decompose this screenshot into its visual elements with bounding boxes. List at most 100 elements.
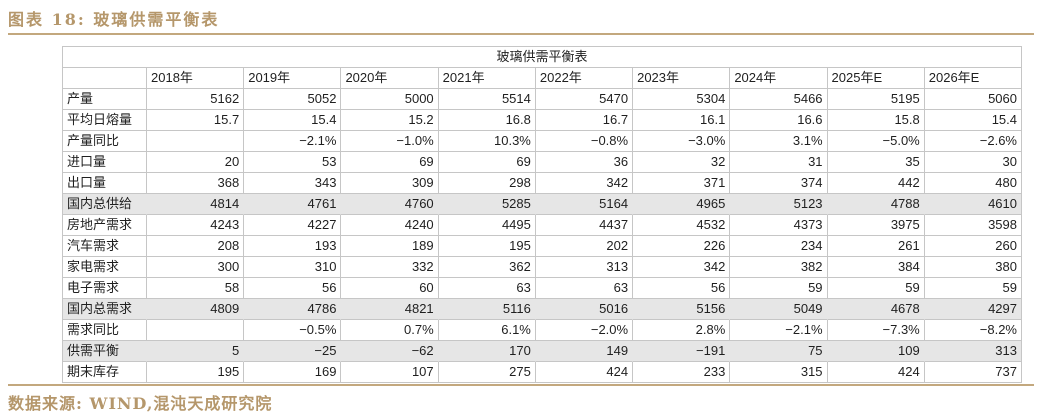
year-header: 2024年 <box>730 68 828 89</box>
value-cell: 362 <box>438 257 536 278</box>
year-header-row: 2018年 2019年 2020年 2021年 2022年 2023年 2024年 2025年… <box>63 68 1022 89</box>
row-label: 期末库存 <box>63 362 147 383</box>
title-rule <box>8 33 1034 35</box>
value-cell: 149 <box>535 341 634 362</box>
value-cell: 309 <box>341 173 439 194</box>
value-cell: −7.3% <box>827 320 925 341</box>
row-label: 电子需求 <box>63 278 147 299</box>
supply-demand-table: 玻璃供需平衡表 2018年 2019年 2020年 2021年 2022年 2023年 20… <box>62 46 1022 383</box>
value-cell: 4532 <box>633 215 731 236</box>
row-label: 需求同比 <box>63 320 147 341</box>
value-cell: 15.4 <box>924 110 1022 131</box>
value-cell: −8.2% <box>924 320 1022 341</box>
value-cell: 16.6 <box>730 110 828 131</box>
value-cell: 233 <box>633 362 731 383</box>
value-cell: 208 <box>147 236 245 257</box>
value-cell: 298 <box>438 173 536 194</box>
value-cell: 16.1 <box>633 110 731 131</box>
value-cell: 310 <box>244 257 342 278</box>
table-row: 供需平衡 5 −25 −62 170 149 −191 75 109 313 <box>63 341 1022 362</box>
value-cell: 4297 <box>924 299 1022 320</box>
footer-rule <box>8 384 1034 386</box>
table-row: 国内总供给 4814 4761 4760 5285 5164 4965 5123 4788 461… <box>63 194 1022 215</box>
value-cell: 4373 <box>730 215 828 236</box>
year-header: 2025年E <box>827 68 925 89</box>
value-cell: 69 <box>438 152 536 173</box>
value-cell: −62 <box>341 341 439 362</box>
value-cell: 15.2 <box>341 110 439 131</box>
value-cell: 480 <box>924 173 1022 194</box>
value-cell: 5195 <box>827 89 925 110</box>
value-cell <box>147 131 245 152</box>
value-cell: 4788 <box>827 194 925 215</box>
value-cell: 16.7 <box>535 110 634 131</box>
value-cell <box>147 320 245 341</box>
value-cell: 59 <box>827 278 925 299</box>
value-cell: 5052 <box>244 89 342 110</box>
value-cell: 32 <box>633 152 731 173</box>
value-cell: −5.0% <box>827 131 925 152</box>
table-row: 产量 5162 5052 5000 5514 5470 5304 5466 5195 5060 <box>63 89 1022 110</box>
year-header: 2021年 <box>438 68 536 89</box>
value-cell: 5123 <box>730 194 828 215</box>
row-label: 房地产需求 <box>63 215 147 236</box>
value-cell: 234 <box>730 236 828 257</box>
value-cell: 342 <box>633 257 731 278</box>
value-cell: 170 <box>438 341 536 362</box>
row-label: 汽车需求 <box>63 236 147 257</box>
value-cell: 5049 <box>730 299 828 320</box>
table-row: 汽车需求 208 193 189 195 202 226 234 261 260 <box>63 236 1022 257</box>
value-cell: 3.1% <box>730 131 828 152</box>
value-cell: 342 <box>535 173 634 194</box>
year-header: 2026年E <box>924 68 1022 89</box>
table-caption: 玻璃供需平衡表 <box>63 47 1022 68</box>
value-cell: −2.1% <box>730 320 828 341</box>
value-cell: 4678 <box>827 299 925 320</box>
value-cell: 424 <box>827 362 925 383</box>
value-cell: 69 <box>341 152 439 173</box>
value-cell: 315 <box>730 362 828 383</box>
value-cell: 4965 <box>633 194 731 215</box>
value-cell: 75 <box>730 341 828 362</box>
table-container: 玻璃供需平衡表 2018年 2019年 2020年 2021年 2022年 2023年 20… <box>62 46 1022 383</box>
value-cell: 15.7 <box>147 110 245 131</box>
value-cell: −3.0% <box>633 131 731 152</box>
table-row: 国内总需求 4809 4786 4821 5116 5016 5156 5049 4678 429… <box>63 299 1022 320</box>
figure-title: 图表 18: 玻璃供需平衡表 <box>8 10 220 29</box>
value-cell: 20 <box>147 152 245 173</box>
value-cell: 380 <box>924 257 1022 278</box>
value-cell: 300 <box>147 257 245 278</box>
row-label: 国内总供给 <box>63 194 147 215</box>
value-cell: −25 <box>244 341 342 362</box>
value-cell: −0.8% <box>535 131 634 152</box>
value-cell: 4786 <box>244 299 342 320</box>
table-row: 家电需求 300 310 332 362 313 342 382 384 380 <box>63 257 1022 278</box>
value-cell: 5 <box>147 341 245 362</box>
value-cell: 374 <box>730 173 828 194</box>
value-cell: 737 <box>924 362 1022 383</box>
value-cell: 260 <box>924 236 1022 257</box>
value-cell: 193 <box>244 236 342 257</box>
value-cell: −1.0% <box>341 131 439 152</box>
value-cell: 5016 <box>535 299 634 320</box>
value-cell: 5466 <box>730 89 828 110</box>
year-header: 2020年 <box>341 68 439 89</box>
row-label: 产量 <box>63 89 147 110</box>
value-cell: 343 <box>244 173 342 194</box>
value-cell: 109 <box>827 341 925 362</box>
table-row: 电子需求 58 56 60 63 63 56 59 59 59 <box>63 278 1022 299</box>
value-cell: 4814 <box>147 194 245 215</box>
value-cell: −2.0% <box>535 320 634 341</box>
value-cell: 5285 <box>438 194 536 215</box>
value-cell: 313 <box>535 257 634 278</box>
value-cell: 424 <box>535 362 634 383</box>
table-row: 需求同比 −0.5% 0.7% 6.1% −2.0% 2.8% −2.1% −7.3% −8.2… <box>63 320 1022 341</box>
value-cell: 5116 <box>438 299 536 320</box>
value-cell: 4437 <box>535 215 634 236</box>
value-cell: 10.3% <box>438 131 536 152</box>
row-label: 平均日熔量 <box>63 110 147 131</box>
value-cell: 4243 <box>147 215 245 236</box>
row-label: 产量同比 <box>63 131 147 152</box>
value-cell: −2.1% <box>244 131 342 152</box>
value-cell: 5156 <box>633 299 731 320</box>
